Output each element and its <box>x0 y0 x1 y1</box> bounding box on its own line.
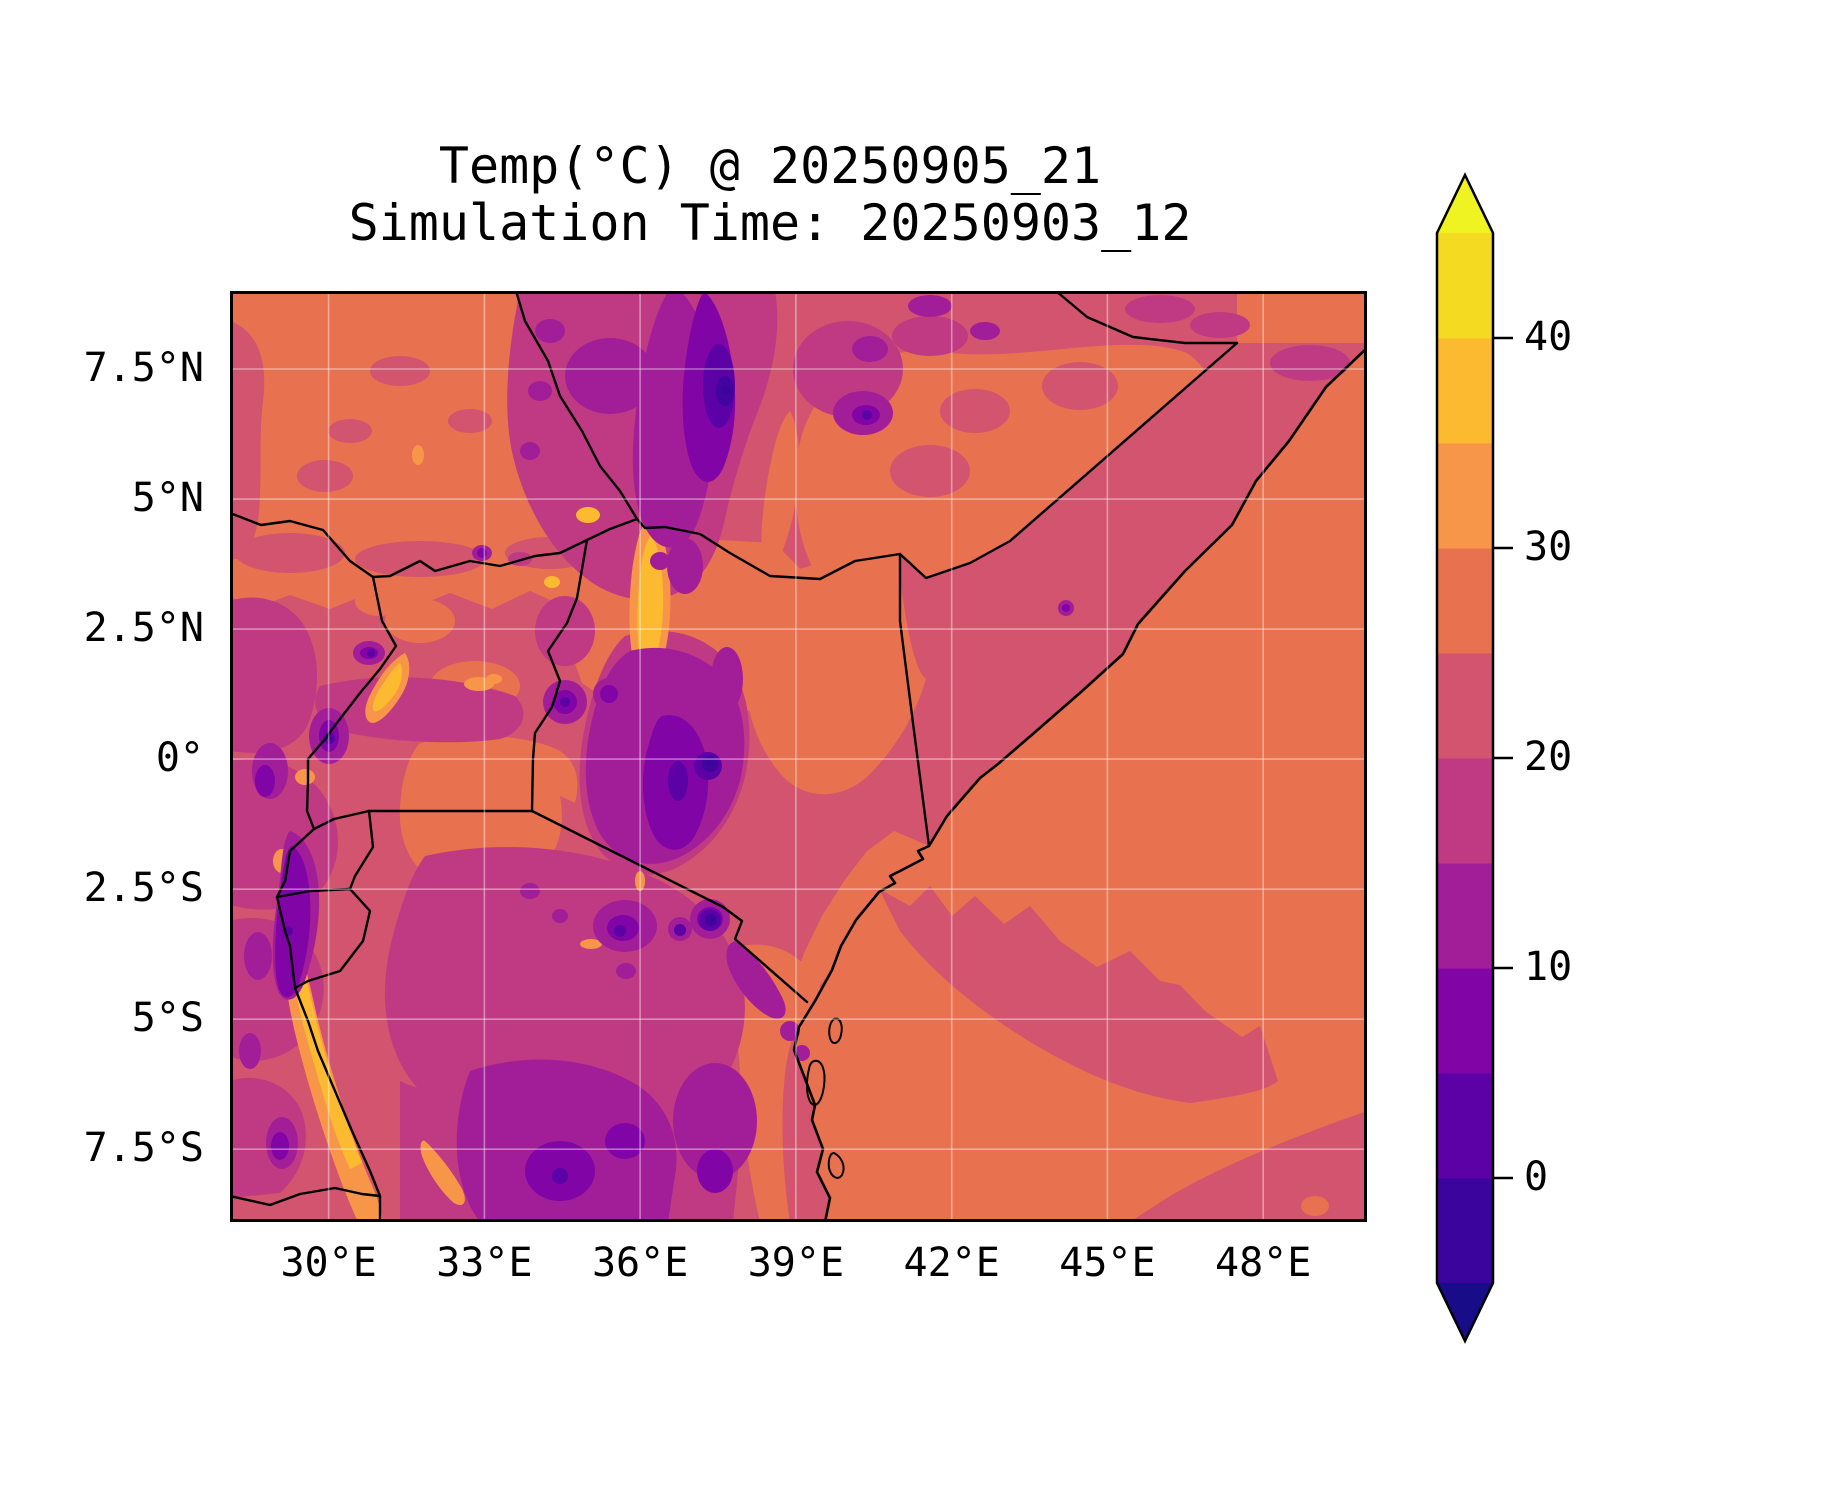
colorbar-band-40-45 <box>1437 233 1493 339</box>
y-tick-label--5: 5°S <box>131 995 204 1042</box>
colorbar-band-5-10 <box>1437 968 1493 1074</box>
colorbar: 0 10 20 30 40 <box>1430 160 1690 1360</box>
colorbar-tick-label-10: 10 <box>1524 944 1573 991</box>
colorbar-tick-label-40: 40 <box>1524 314 1573 361</box>
y-tick-label-0: 0° <box>155 735 204 782</box>
y-tick-label-7p5: 7.5°N <box>83 345 204 392</box>
colorbar-band-20-25 <box>1437 653 1493 759</box>
plot-title: Temp(°C) @ 20250905_21 Simulation Time: 2… <box>140 138 1400 252</box>
colorbar-band-15-20 <box>1437 758 1493 864</box>
x-tick-label-30: 30°E <box>280 1240 377 1286</box>
colorbar-band-0-5 <box>1437 1073 1493 1179</box>
temperature-map <box>230 291 1367 1222</box>
y-tick-label-5: 5°N <box>131 475 204 522</box>
field-cold-cores <box>283 344 872 1184</box>
colorbar-extend-under <box>1437 1283 1493 1341</box>
plot-title-line1: Temp(°C) @ 20250905_21 <box>438 137 1102 195</box>
map-field <box>230 291 1367 1222</box>
y-tick-label-2p5: 2.5°N <box>83 605 204 652</box>
colorbar-band--5-0 <box>1437 1178 1493 1284</box>
y-tick-label--7p5: 7.5°S <box>83 1125 204 1172</box>
colorbar-svg <box>1435 172 1513 1344</box>
map-axes <box>230 291 1367 1222</box>
y-tick-label--2p5: 2.5°S <box>83 865 204 912</box>
colorbar-tick-label-20: 20 <box>1524 734 1573 781</box>
x-tick-label-36: 36°E <box>591 1240 689 1286</box>
field-violet-5-10 <box>255 291 1070 1201</box>
colorbar-band-25-30 <box>1437 548 1493 654</box>
x-tick-label-33: 33°E <box>436 1240 533 1286</box>
colorbar-tick-label-0: 0 <box>1524 1154 1549 1201</box>
map-frame <box>230 291 1367 1222</box>
colorbar-bands <box>1435 172 1495 1344</box>
field-ocean-cool-patches <box>879 886 1278 1103</box>
country-borders <box>230 291 1239 1222</box>
x-tick-label-48: 48°E <box>1214 1240 1312 1286</box>
colorbar-tickmarks <box>1493 336 1513 1180</box>
gridlines <box>230 291 1367 1222</box>
x-tick-label-42: 42°E <box>903 1240 1000 1286</box>
colorbar-band-30-35 <box>1437 443 1493 549</box>
x-tick-label-39: 39°E <box>747 1240 845 1286</box>
colorbar-tick-label-30: 30 <box>1524 524 1573 571</box>
colorbar-outline <box>1435 172 1495 1344</box>
colorbar-band-10-15 <box>1437 863 1493 969</box>
plot-title-line2: Simulation Time: 20250903_12 <box>348 194 1192 252</box>
colorbar-extend-over <box>1437 175 1493 233</box>
colorbar-band-35-40 <box>1437 338 1493 444</box>
coastline <box>792 347 1367 1222</box>
x-tick-label-45: 45°E <box>1059 1240 1156 1286</box>
